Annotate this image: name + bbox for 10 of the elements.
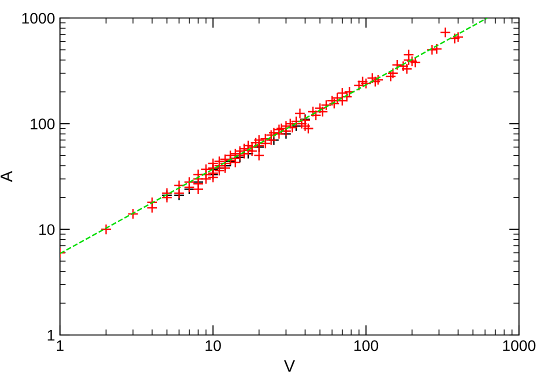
- x-tick-label: 1: [56, 340, 64, 351]
- x-axis-title: V: [284, 360, 295, 372]
- y-tick-label: 1: [48, 330, 54, 341]
- x-tick-label: 10: [206, 340, 221, 352]
- y-axis-title: A: [0, 170, 12, 182]
- x-tick-label: 100: [354, 340, 378, 352]
- y-tick-label: 100: [30, 118, 55, 130]
- x-tick-label: 1000: [503, 340, 536, 352]
- y-tick-label: 10: [39, 224, 55, 236]
- y-tick-label: 1000: [22, 12, 55, 24]
